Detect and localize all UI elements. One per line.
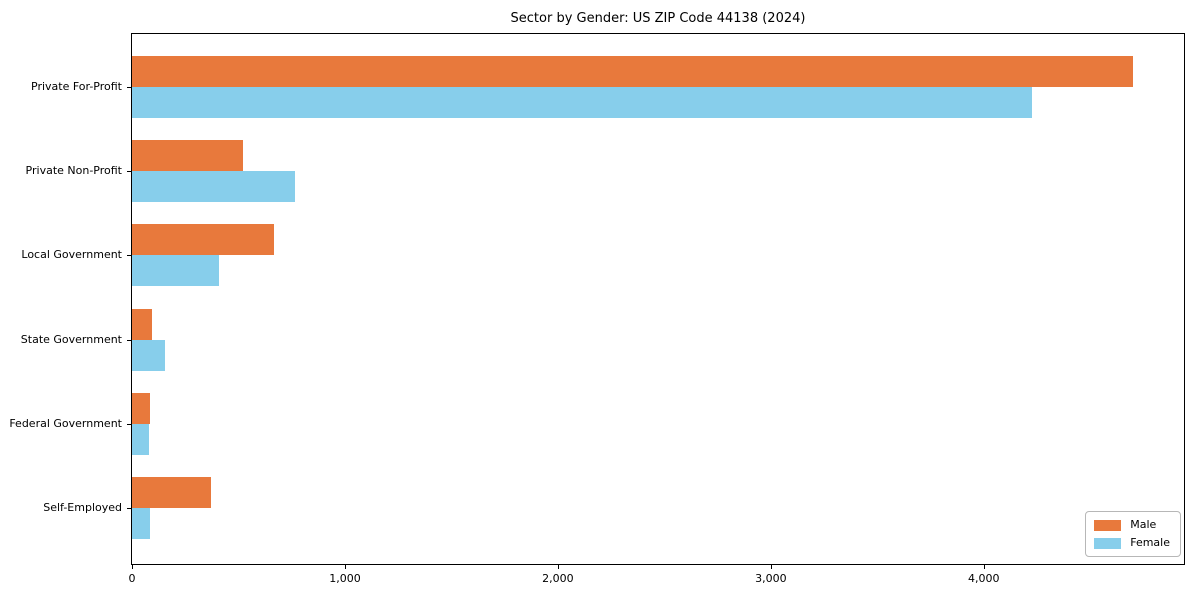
x-axis-tick-label: 4,000 bbox=[968, 572, 1000, 585]
bar-female-state-government bbox=[132, 339, 165, 371]
x-axis-tick bbox=[983, 565, 985, 569]
chart-title: Sector by Gender: US ZIP Code 44138 (202… bbox=[510, 11, 806, 26]
x-axis-tick bbox=[345, 565, 346, 569]
plot-area bbox=[131, 33, 1185, 565]
y-axis-category-label: Self-Employed bbox=[43, 501, 122, 514]
bar-female-self-employed bbox=[132, 508, 151, 539]
x-axis-tick bbox=[132, 565, 133, 569]
y-axis-category-label: Local Government bbox=[21, 248, 122, 262]
y-axis-category-label: State Government bbox=[20, 332, 122, 346]
legend-entry-male: Male bbox=[1094, 519, 1170, 531]
bar-male-federal-government bbox=[132, 392, 151, 424]
y-axis-tick bbox=[127, 171, 131, 173]
y-axis-tick bbox=[127, 508, 131, 509]
bar-male-private-for-profit bbox=[132, 56, 1133, 87]
y-axis-tick bbox=[127, 87, 131, 88]
bar-female-private-for-profit bbox=[132, 87, 1032, 118]
x-axis-tick bbox=[770, 565, 772, 569]
x-axis-tick-label: 2,000 bbox=[542, 572, 574, 585]
bar-male-self-employed bbox=[132, 477, 211, 508]
x-axis-tick-label: 0 bbox=[128, 572, 136, 585]
x-axis-tick-label: 3,000 bbox=[755, 572, 787, 585]
bar-male-local-government bbox=[132, 224, 274, 256]
bar-female-local-government bbox=[132, 255, 220, 287]
y-axis-tick bbox=[127, 339, 131, 341]
legend-label-male: Male bbox=[1130, 518, 1157, 531]
legend-swatch-male bbox=[1094, 519, 1122, 531]
bar-male-private-non-profit bbox=[132, 140, 243, 172]
legend-entry-female: Female bbox=[1094, 537, 1170, 549]
legend-swatch-female bbox=[1094, 537, 1122, 549]
y-axis-tick bbox=[127, 255, 131, 257]
bar-female-federal-government bbox=[132, 423, 149, 455]
bar-male-state-government bbox=[132, 308, 153, 340]
y-axis-category-label: Private For-Profit bbox=[31, 80, 122, 93]
legend: Male Female bbox=[1085, 511, 1181, 557]
legend-label-female: Female bbox=[1130, 536, 1170, 549]
y-axis-tick bbox=[127, 423, 131, 425]
y-axis-category-label: Private Non-Profit bbox=[25, 164, 122, 178]
x-axis-tick-label: 1,000 bbox=[329, 572, 361, 585]
bar-female-private-non-profit bbox=[132, 171, 295, 203]
x-axis-tick bbox=[557, 565, 559, 569]
y-axis-category-label: Federal Government bbox=[9, 416, 122, 430]
